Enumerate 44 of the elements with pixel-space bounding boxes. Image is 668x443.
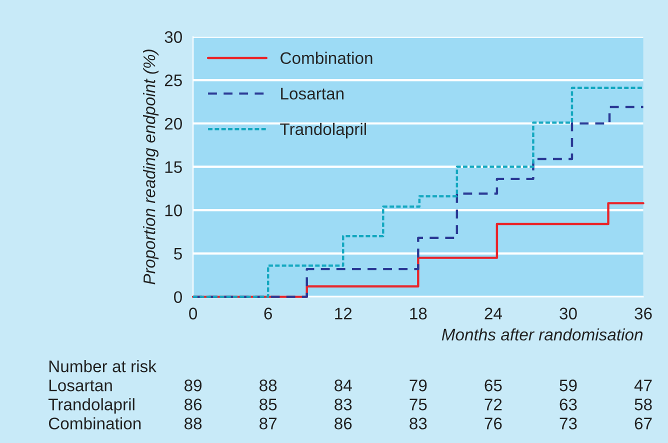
text: 58 [634,398,652,410]
y-tick-label: 15 [165,161,182,173]
x-axis-title: Months after randomisation [442,328,643,341]
x-tick-label: 12 [335,308,352,320]
text: 47 [634,380,652,392]
x-tick-label: 30 [560,308,577,320]
text: 87 [260,418,277,430]
y-tick-label: 10 [165,204,182,216]
text: 83 [334,398,352,410]
text: 72 [484,398,502,410]
y-axis-title: Proportion reading endpoint (%) [143,50,159,284]
x-tick-label: 18 [410,308,427,320]
text: 73 [560,418,577,430]
text: Losartan [49,380,112,392]
text: 84 [334,380,352,392]
text: 83 [410,418,427,430]
text: 86 [334,418,352,430]
text: 88 [184,418,202,430]
x-tick-label: 6 [264,308,272,320]
legend-label: Combination [280,52,372,64]
y-tick-label: 0 [174,291,182,304]
text: 75 [410,398,427,410]
legend-label: Trandolapril [280,122,366,138]
text: 59 [560,380,577,392]
text: 79 [410,380,427,392]
text: Number at risk [49,360,156,372]
text: 89 [184,380,202,392]
text: 88 [260,380,277,392]
text: Combination [48,417,141,430]
x-tick-label: 0 [189,308,198,320]
x-tick-label: 24 [484,308,502,320]
text: 65 [484,380,502,392]
text: 86 [184,398,202,410]
y-tick-label: 5 [174,248,182,260]
y-tick-label: 20 [164,118,182,130]
text: 76 [484,418,502,430]
x-tick-label: 36 [634,308,652,320]
text: 67 [634,418,652,430]
text: Trandolapril [48,398,134,414]
y-tick-label: 25 [164,74,182,86]
legend-label: Losartan [281,88,344,100]
y-tick-label: 30 [164,31,182,43]
text: 85 [260,398,277,410]
text: 63 [560,398,577,410]
